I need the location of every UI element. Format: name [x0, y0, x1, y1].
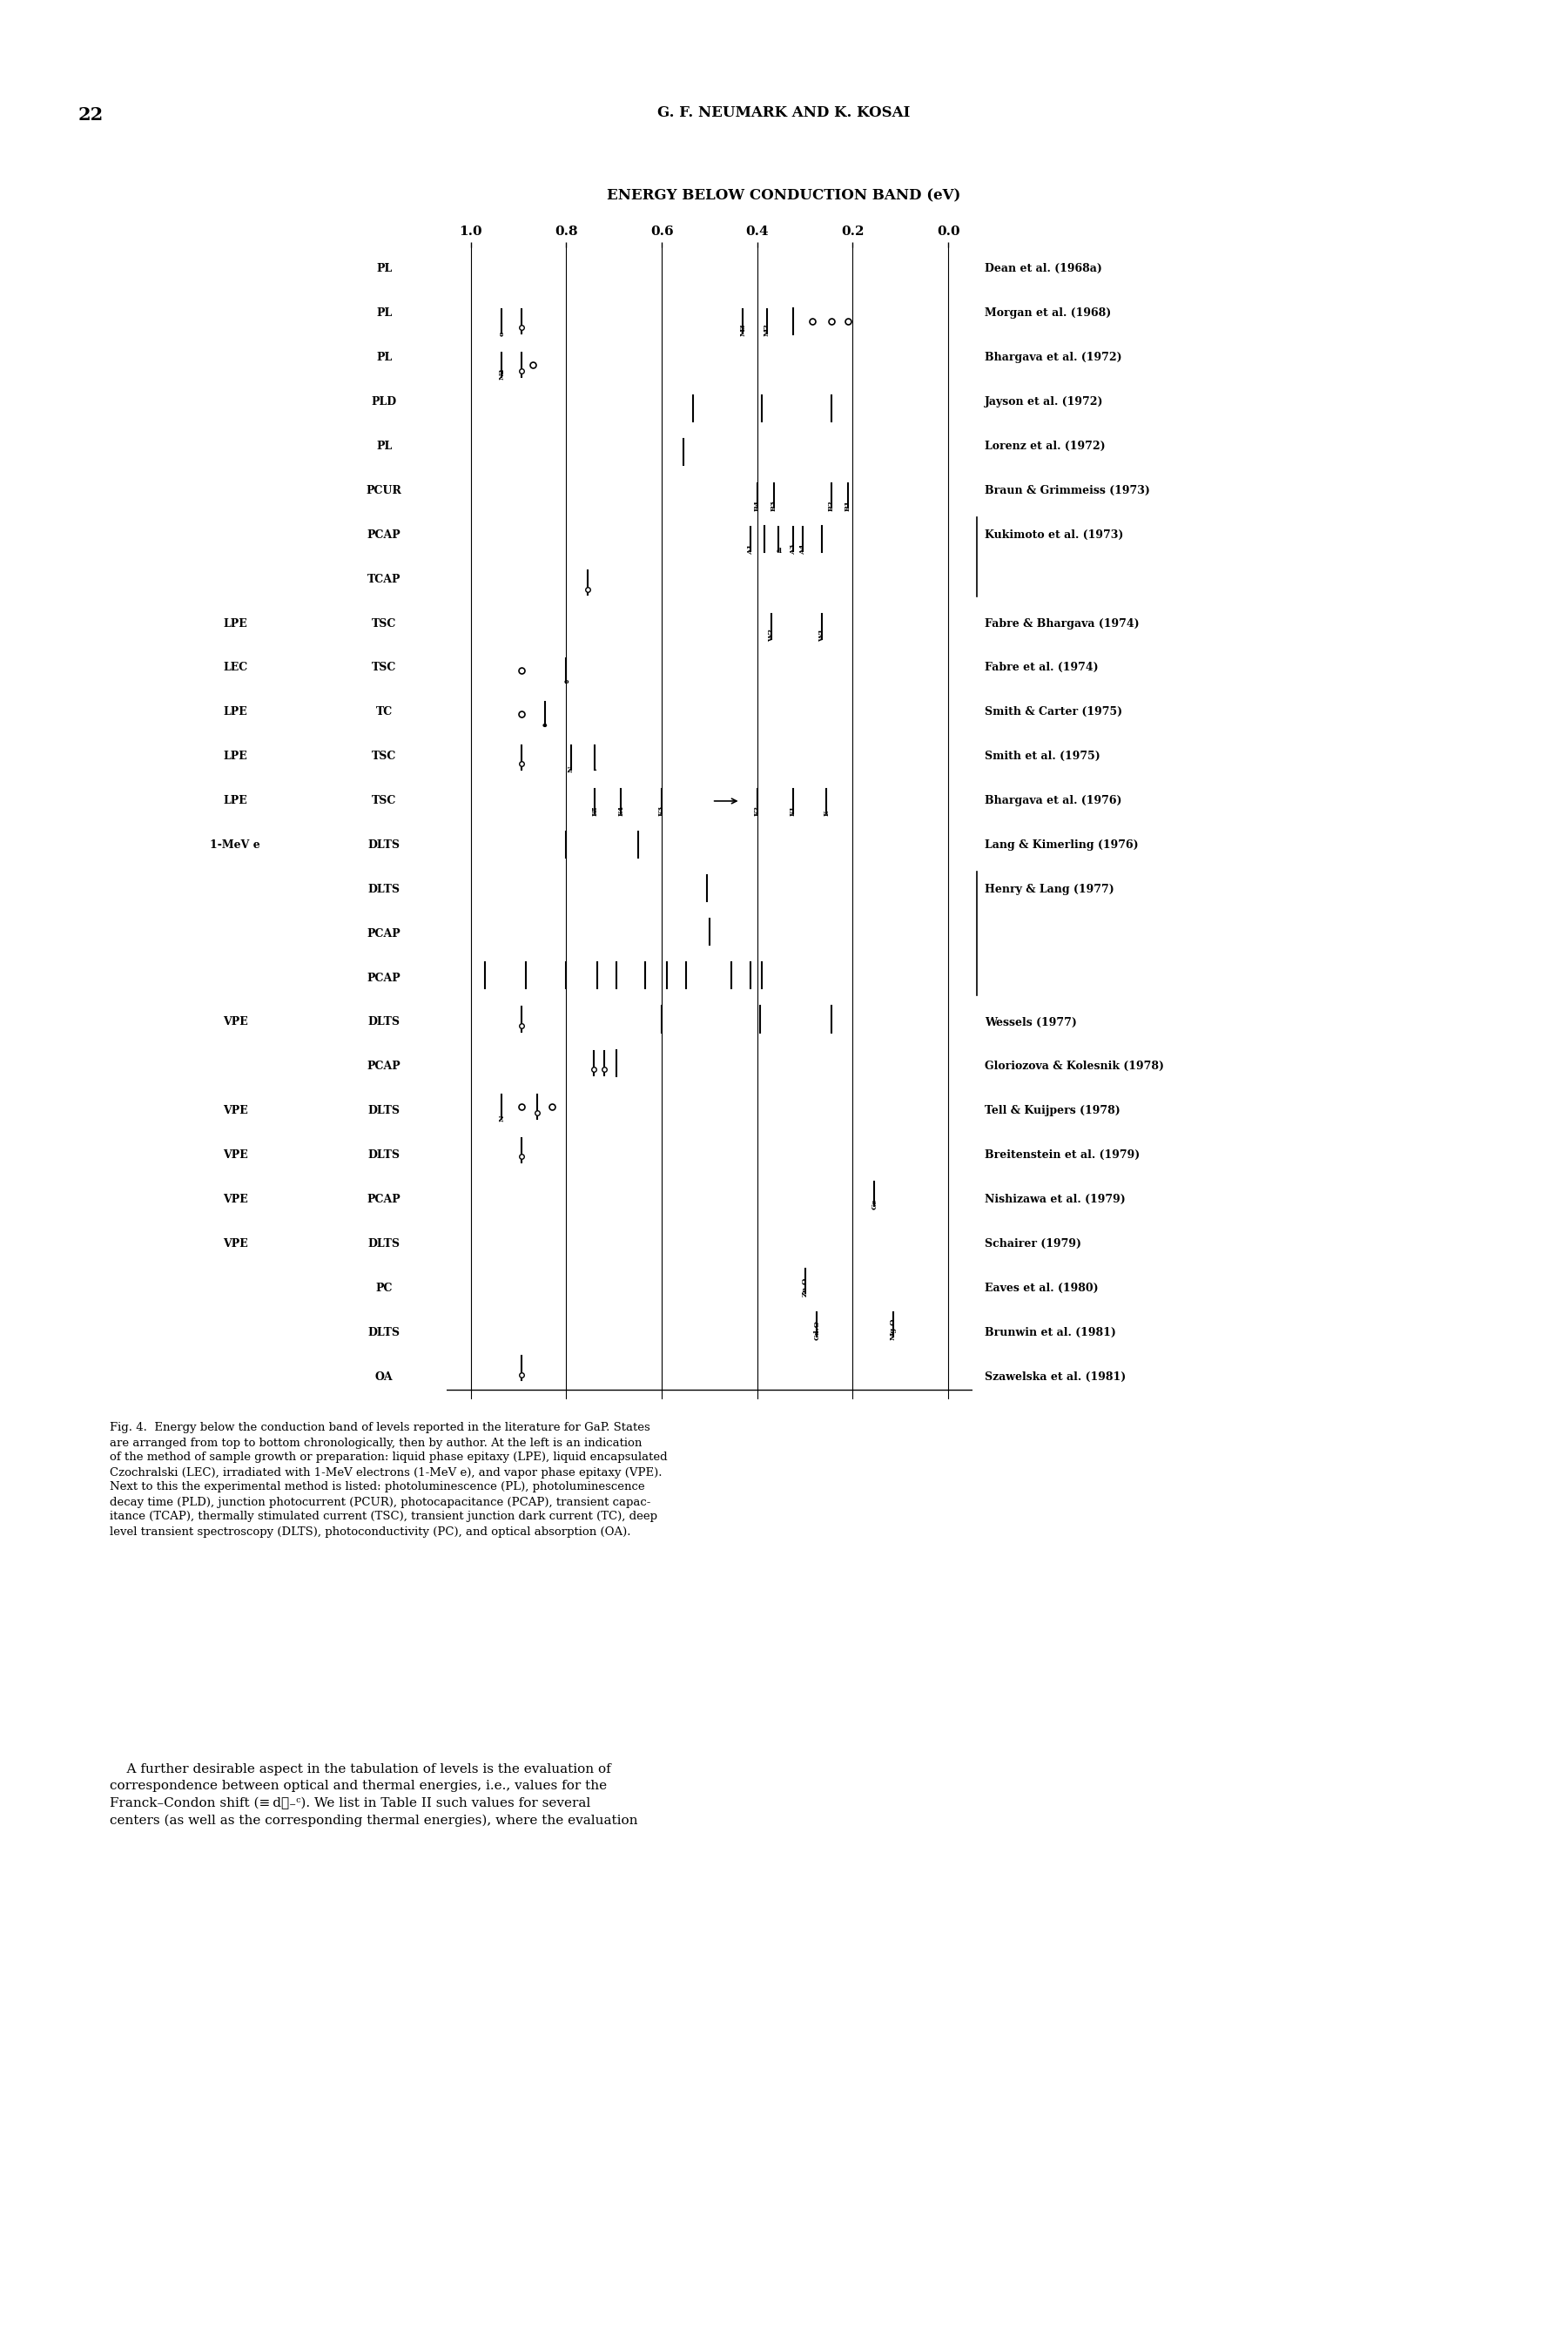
Text: Tell & Kuijpers (1978): Tell & Kuijpers (1978)	[985, 1105, 1120, 1117]
Text: E1: E1	[790, 806, 797, 816]
Text: Jayson et al. (1972): Jayson et al. (1972)	[985, 397, 1104, 407]
Text: A4: A4	[800, 543, 806, 555]
Text: PL: PL	[376, 353, 392, 364]
Text: Bhargava et al. (1972): Bhargava et al. (1972)	[985, 353, 1123, 364]
Text: TSC: TSC	[372, 663, 397, 672]
Text: Lorenz et al. (1972): Lorenz et al. (1972)	[985, 440, 1105, 451]
Text: VPE: VPE	[223, 1194, 248, 1206]
Text: A1: A1	[746, 543, 754, 555]
Text: Eaves et al. (1980): Eaves et al. (1980)	[985, 1281, 1099, 1293]
Text: Wessels (1977): Wessels (1977)	[985, 1016, 1077, 1027]
Text: Smith & Carter (1975): Smith & Carter (1975)	[985, 705, 1123, 717]
Text: Morgan et al. (1968): Morgan et al. (1968)	[985, 308, 1112, 320]
Text: E3: E3	[659, 806, 665, 816]
Text: M3: M3	[740, 322, 746, 336]
Text: E4: E4	[618, 806, 624, 816]
Text: PCAP: PCAP	[367, 929, 401, 940]
Text: B4: B4	[754, 498, 760, 510]
Text: VPE: VPE	[223, 1016, 248, 1027]
Text: DLTS: DLTS	[368, 1150, 400, 1161]
Text: TSC: TSC	[372, 618, 397, 630]
Text: PCAP: PCAP	[367, 1060, 401, 1072]
Text: B1: B1	[845, 498, 851, 510]
Text: W1: W1	[818, 628, 825, 642]
Text: B2: B2	[828, 501, 834, 510]
Text: LPE: LPE	[223, 705, 248, 717]
Text: TSC: TSC	[372, 750, 397, 762]
Text: M2: M2	[764, 322, 770, 336]
Text: Breitenstein et al. (1979): Breitenstein et al. (1979)	[985, 1150, 1140, 1161]
Text: PL: PL	[376, 263, 392, 275]
Text: N: N	[568, 766, 574, 773]
Text: 22: 22	[78, 106, 103, 122]
Text: PL: PL	[376, 440, 392, 451]
Text: Cd.O: Cd.O	[814, 1319, 820, 1340]
Text: o: o	[564, 679, 569, 686]
Text: A further desirable aspect in the tabulation of levels is the evaluation of
corr: A further desirable aspect in the tabula…	[110, 1763, 638, 1827]
Text: Gloriozova & Kolesnik (1978): Gloriozova & Kolesnik (1978)	[985, 1060, 1163, 1072]
Text: N2: N2	[499, 369, 505, 381]
Text: Dean et al. (1968a): Dean et al. (1968a)	[985, 263, 1102, 275]
Text: Fig. 4.  Energy below the conduction band of levels reported in the literature f: Fig. 4. Energy below the conduction band…	[110, 1422, 668, 1538]
Text: Ge: Ge	[870, 1199, 878, 1208]
Text: PC: PC	[376, 1281, 392, 1293]
Text: Schairer (1979): Schairer (1979)	[985, 1239, 1082, 1248]
Text: Smith et al. (1975): Smith et al. (1975)	[985, 750, 1101, 762]
Text: PCAP: PCAP	[367, 1194, 401, 1206]
Text: Braun & Grimmeiss (1973): Braun & Grimmeiss (1973)	[985, 484, 1149, 496]
Text: DLTS: DLTS	[368, 884, 400, 896]
Text: ENERGY BELOW CONDUCTION BAND (eV): ENERGY BELOW CONDUCTION BAND (eV)	[607, 188, 961, 202]
Text: PCAP: PCAP	[367, 973, 401, 983]
Text: Zn.O: Zn.O	[801, 1277, 809, 1295]
Text: Mg.O: Mg.O	[891, 1317, 897, 1340]
Text: Fabre & Bhargava (1974): Fabre & Bhargava (1974)	[985, 618, 1140, 630]
Text: 1-MeV e: 1-MeV e	[210, 839, 260, 851]
Text: TSC: TSC	[372, 795, 397, 806]
Text: DLTS: DLTS	[368, 839, 400, 851]
Text: E2: E2	[754, 806, 760, 816]
Text: PCUR: PCUR	[367, 484, 401, 496]
Text: A3: A3	[790, 543, 797, 555]
Text: E5: E5	[591, 806, 599, 816]
Text: G. F. NEUMARK AND K. KOSAI: G. F. NEUMARK AND K. KOSAI	[657, 106, 911, 120]
Text: Brunwin et al. (1981): Brunwin et al. (1981)	[985, 1326, 1116, 1338]
Text: Lang & Kimerling (1976): Lang & Kimerling (1976)	[985, 839, 1138, 851]
Text: Fabre et al. (1974): Fabre et al. (1974)	[985, 663, 1099, 672]
Text: B3: B3	[770, 501, 778, 510]
Text: TC: TC	[376, 705, 392, 717]
Text: Kukimoto et al. (1973): Kukimoto et al. (1973)	[985, 529, 1123, 541]
Text: Szawelska et al. (1981): Szawelska et al. (1981)	[985, 1371, 1126, 1382]
Text: VPE: VPE	[223, 1150, 248, 1161]
Text: Henry & Lang (1977): Henry & Lang (1977)	[985, 884, 1115, 896]
Text: o: o	[499, 331, 505, 336]
Text: LPE: LPE	[223, 750, 248, 762]
Text: PLD: PLD	[372, 397, 397, 407]
Text: d: d	[776, 548, 781, 555]
Text: Nishizawa et al. (1979): Nishizawa et al. (1979)	[985, 1194, 1126, 1206]
Text: o: o	[543, 722, 547, 729]
Text: E: E	[823, 811, 829, 816]
Text: VPE: VPE	[223, 1239, 248, 1248]
Text: DLTS: DLTS	[368, 1326, 400, 1338]
Text: W2: W2	[768, 628, 775, 642]
Text: .: .	[594, 766, 596, 773]
Text: PL: PL	[376, 308, 392, 320]
Text: DLTS: DLTS	[368, 1016, 400, 1027]
Text: OA: OA	[375, 1371, 394, 1382]
Text: DLTS: DLTS	[368, 1105, 400, 1117]
Text: LEC: LEC	[223, 663, 248, 672]
Text: N: N	[499, 1114, 505, 1121]
Text: DLTS: DLTS	[368, 1239, 400, 1248]
Text: PCAP: PCAP	[367, 529, 401, 541]
Text: LPE: LPE	[223, 795, 248, 806]
Text: VPE: VPE	[223, 1105, 248, 1117]
Text: TCAP: TCAP	[367, 574, 401, 585]
Text: Bhargava et al. (1976): Bhargava et al. (1976)	[985, 795, 1121, 806]
Text: LPE: LPE	[223, 618, 248, 630]
